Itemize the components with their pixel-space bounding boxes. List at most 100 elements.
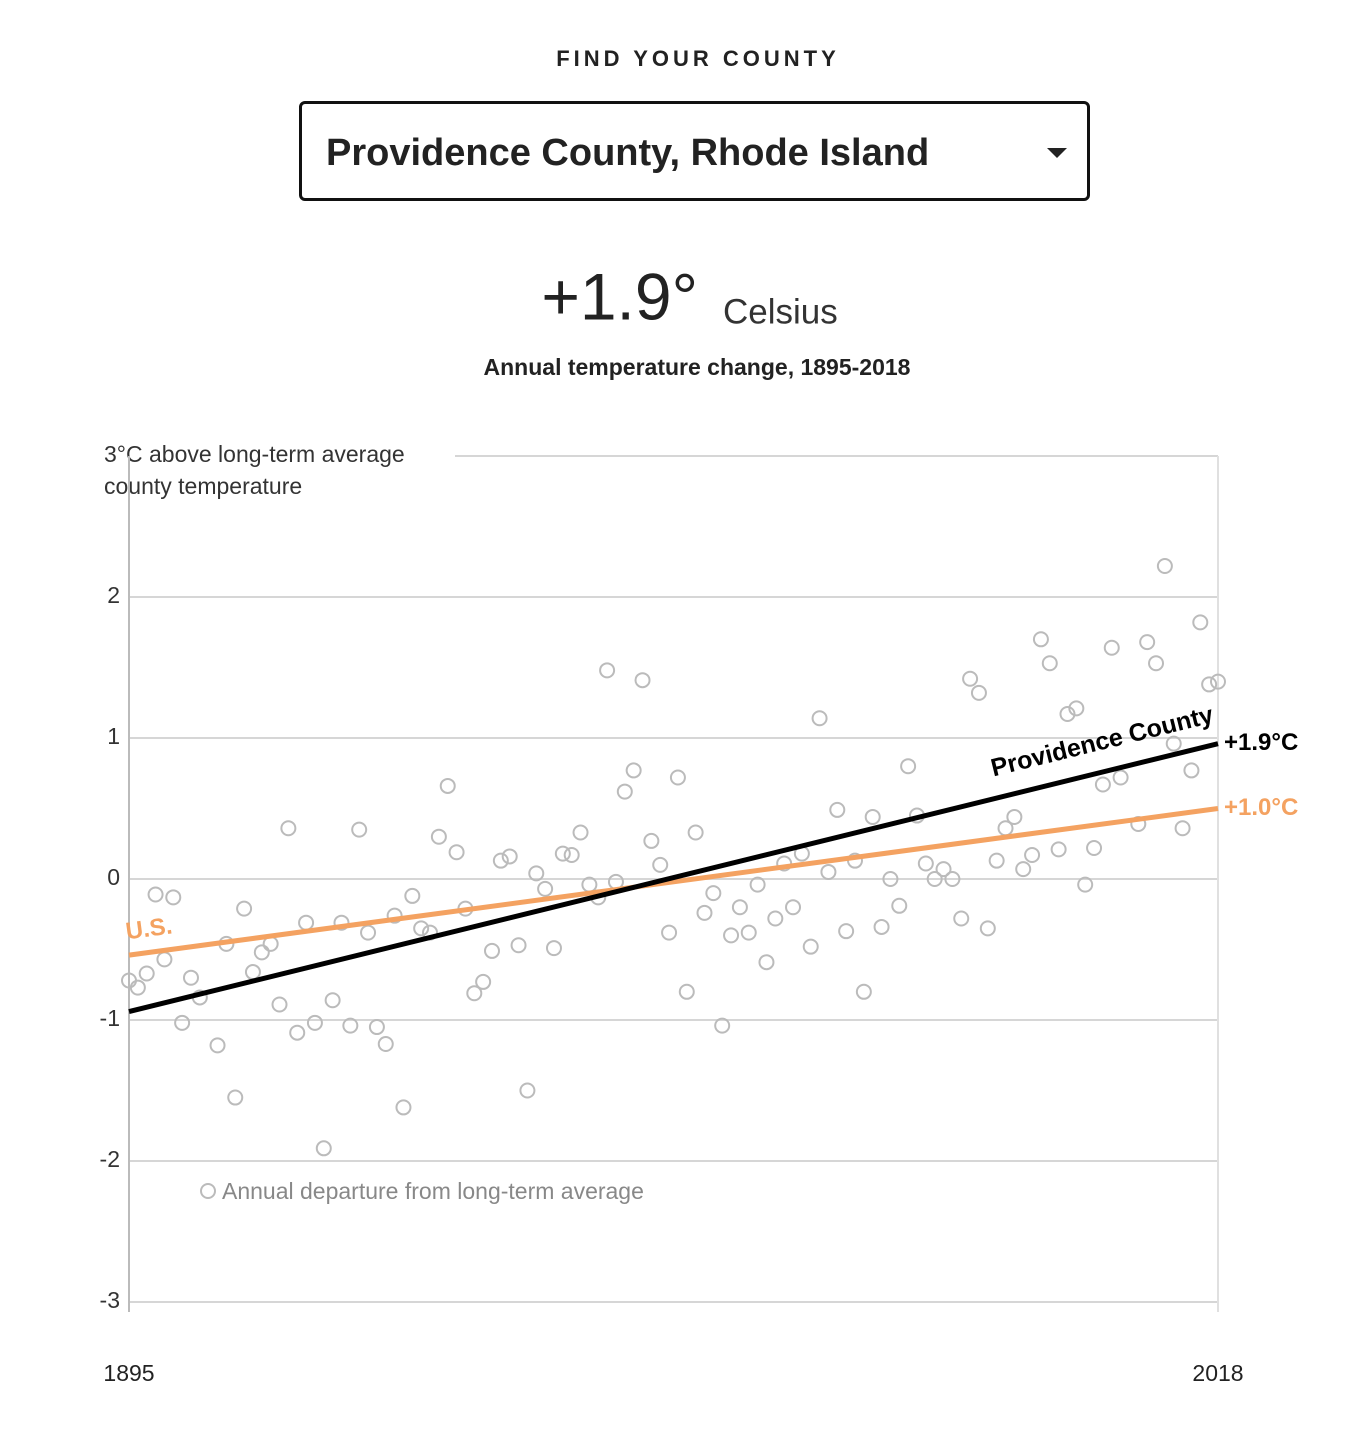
y-tick-label: -1 [100,1005,120,1031]
data-point [749,876,766,893]
data-point [873,918,890,935]
data-point [492,852,509,869]
legend-symbol [200,1183,216,1199]
y-tick-label: 2 [107,582,120,608]
data-point [1174,820,1191,837]
y-tick-label: 3°C above long-term average [104,441,405,467]
data-point [501,848,518,865]
end-label: +1.9°C [1224,729,1298,756]
data-point [1024,847,1041,864]
data-point [855,983,872,1000]
data-point [129,979,146,996]
x-tick-label: 1895 [103,1360,154,1386]
data-point [829,801,846,818]
data-point [1068,700,1085,717]
data-point [395,1099,412,1116]
data-point [1103,639,1120,656]
data-point [643,832,660,849]
data-point [1112,769,1129,786]
data-point [652,856,669,873]
data-point [1139,634,1156,651]
data-point [475,973,492,990]
data-point [182,969,199,986]
data-point [484,942,500,959]
y-tick-label: -3 [100,1287,120,1313]
data-point [661,924,678,941]
dropdown-arrow [1047,148,1067,158]
y-tick-label: county temperature [104,473,302,499]
data-point [1041,655,1058,672]
data-point [528,865,545,882]
data-point [740,924,757,941]
data-point [1210,673,1226,690]
data-point [811,710,828,727]
data-point [244,964,261,981]
data-point [147,886,164,903]
headline-unit: Celsius [723,292,838,331]
data-point [696,904,713,921]
data-point [891,897,908,914]
data-point [962,670,979,687]
data-point [625,762,642,779]
data-point [758,954,775,971]
data-point [289,1024,306,1041]
data-point [342,1017,359,1034]
data-point [1192,614,1209,631]
data-point [351,821,368,838]
data-point [448,844,465,861]
data-point [404,887,421,904]
data-point [864,808,881,825]
chart-title: Annual temperature change, 1895-2018 [484,354,911,380]
data-point [174,1014,191,1031]
trend-line [128,806,1219,958]
data-point [360,924,377,941]
data-point [315,1140,332,1157]
data-point [1094,776,1111,793]
data-point [599,662,616,679]
data-point [280,820,297,837]
line-label: U.S. [124,912,174,945]
data-point [519,1082,536,1099]
data-point [687,824,704,841]
data-point [413,920,430,937]
data-point [563,847,580,864]
data-point [1156,557,1173,574]
data-point [439,777,456,794]
data-point [1165,735,1182,752]
data-point [634,672,651,689]
data-point [1050,841,1067,858]
data-point [705,885,722,902]
data-point [1059,706,1076,723]
data-point [970,684,987,701]
data-point [731,899,748,916]
data-point [1077,876,1094,893]
data-point [271,996,288,1013]
data-point [1148,655,1165,672]
y-tick-label: 1 [107,723,120,749]
data-point [944,871,961,887]
data-point [802,938,819,955]
data-point [953,910,970,927]
data-point [236,900,253,917]
data-point [838,923,855,940]
data-point [1032,631,1049,648]
data-point [723,927,740,944]
data-point [979,920,996,937]
data-point [900,758,917,775]
county-select[interactable]: Providence County, Rhode Island [299,101,1090,201]
data-point [767,910,784,927]
data-point [1183,762,1200,779]
data-point [306,1014,323,1031]
data-point [714,1017,731,1034]
data-point [1006,808,1023,825]
data-point [156,951,173,968]
data-point [785,899,802,916]
data-point [298,914,315,931]
data-point [227,1089,244,1106]
data-point [554,845,571,862]
data-point [138,965,155,982]
data-point [324,992,341,1009]
data-point [882,871,899,887]
data-point [368,1019,385,1036]
